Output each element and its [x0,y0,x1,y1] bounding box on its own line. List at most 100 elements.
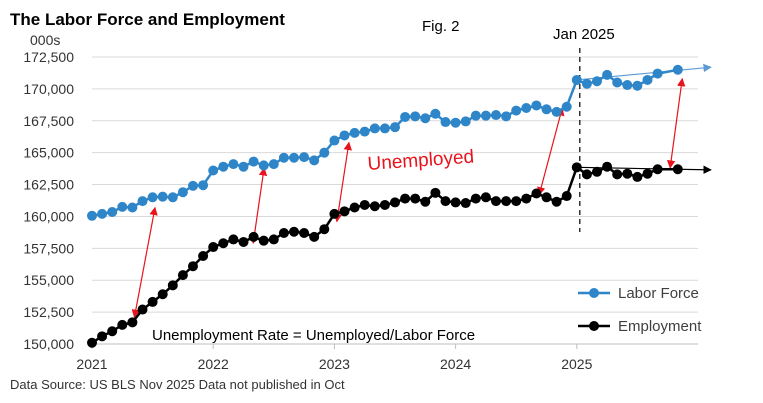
y-tick-label: 167,500 [23,113,74,129]
data-point-employment [450,197,461,208]
data-point-employment [571,162,582,173]
data-point-labor-force [289,152,300,163]
data-point-employment [602,161,613,172]
data-point-labor-force [470,110,481,121]
data-point-labor-force [258,160,269,171]
y-tick-label: 150,000 [23,336,74,352]
data-point-labor-force [511,105,522,116]
data-point-labor-force [379,123,390,134]
data-point-labor-force [632,80,643,91]
data-point-labor-force [127,202,138,213]
data-point-labor-force [460,116,471,127]
legend: Labor Force Employment [578,285,702,335]
data-point-labor-force [248,156,259,167]
y-tick-label: 172,500 [23,49,74,65]
data-point-employment [177,270,188,281]
data-point-labor-force [339,130,350,141]
x-tick-label: 2021 [76,356,107,372]
data-point-labor-force [157,191,168,202]
chart-title: The Labor Force and Employment [10,10,285,29]
legend-item-employment: Employment [578,318,702,335]
x-axis: 2021 2022 2023 2024 2025 [76,344,593,372]
data-point-employment [147,296,158,307]
data-point-employment [420,196,431,207]
data-point-employment [410,193,421,204]
data-point-employment [117,319,128,330]
data-point-labor-force [117,201,128,212]
data-point-employment [612,169,623,180]
data-point-employment [592,166,603,177]
unemployed-gap-arrow [666,77,686,169]
data-point-employment [329,208,340,219]
data-point-labor-force [97,208,108,219]
data-point-employment [289,226,300,237]
figure-label: Fig. 2 [422,18,460,35]
y-tick-label: 157,500 [23,240,74,256]
data-point-employment [167,280,178,291]
unemployed-gap-arrow [333,141,352,223]
data-point-employment [390,197,400,208]
x-tick-label: 2024 [440,356,471,372]
data-point-employment [248,231,259,242]
data-point-employment [349,202,360,213]
data-point-labor-force [672,64,683,75]
data-point-employment [187,261,198,272]
data-point-employment [541,192,552,203]
data-point-labor-force [369,123,380,134]
data-point-labor-force [592,76,603,87]
data-point-labor-force [278,152,289,163]
data-point-labor-force [642,74,653,85]
legend-marker-labor-force [589,288,599,298]
series-line-labor-force [91,68,679,218]
data-point-employment [561,191,572,202]
data-point-labor-force [652,68,663,79]
y-tick-label: 152,500 [23,304,74,320]
data-point-employment [299,228,310,239]
data-point-employment [218,238,229,249]
data-point-labor-force [622,80,633,91]
data-point-employment [208,242,219,253]
data-point-employment [551,196,562,207]
data-point-labor-force [410,111,421,122]
series-line-employment [91,165,678,344]
data-point-employment [107,326,118,337]
data-point-labor-force [208,165,219,176]
data-point-labor-force [531,100,542,111]
y-tick-label: 170,000 [23,81,74,97]
data-point-employment [339,206,350,217]
data-point-employment [379,199,390,210]
unemployed-annotation: Unemployed [367,147,475,175]
y-tick-label: 165,000 [23,145,74,161]
data-point-employment [440,196,451,207]
data-point-labor-force [541,104,552,115]
data-point-employment [430,187,441,198]
data-point-labor-force [107,206,118,217]
legend-label-labor-force: Labor Force [618,285,699,302]
data-point-labor-force [238,161,249,172]
data-point-labor-force [349,127,360,138]
data-point-labor-force [430,108,441,119]
data-point-employment [642,168,653,179]
data-point-employment [137,304,148,315]
data-point-labor-force [551,106,562,117]
y-tick-label: 162,500 [23,177,74,193]
data-point-employment [97,331,108,342]
data-point-employment [460,198,471,209]
y-unit-label: 000s [30,32,60,48]
data-point-labor-force [218,161,229,172]
data-point-employment [622,168,633,179]
data-point-employment [581,169,592,180]
data-source-note: Data Source: US BLS Nov 2025 Data not pu… [10,377,345,392]
data-point-labor-force [329,135,340,146]
data-point-labor-force [581,78,592,89]
data-point-employment [319,224,330,235]
data-point-labor-force [359,126,370,137]
data-point-employment [309,231,320,242]
data-point-employment [501,196,512,207]
data-point-labor-force [228,159,239,170]
unemployed-gap-arrows [131,77,686,319]
data-point-employment [238,236,249,247]
unemployed-gap-arrow [537,107,565,196]
data-point-labor-force [490,110,501,121]
